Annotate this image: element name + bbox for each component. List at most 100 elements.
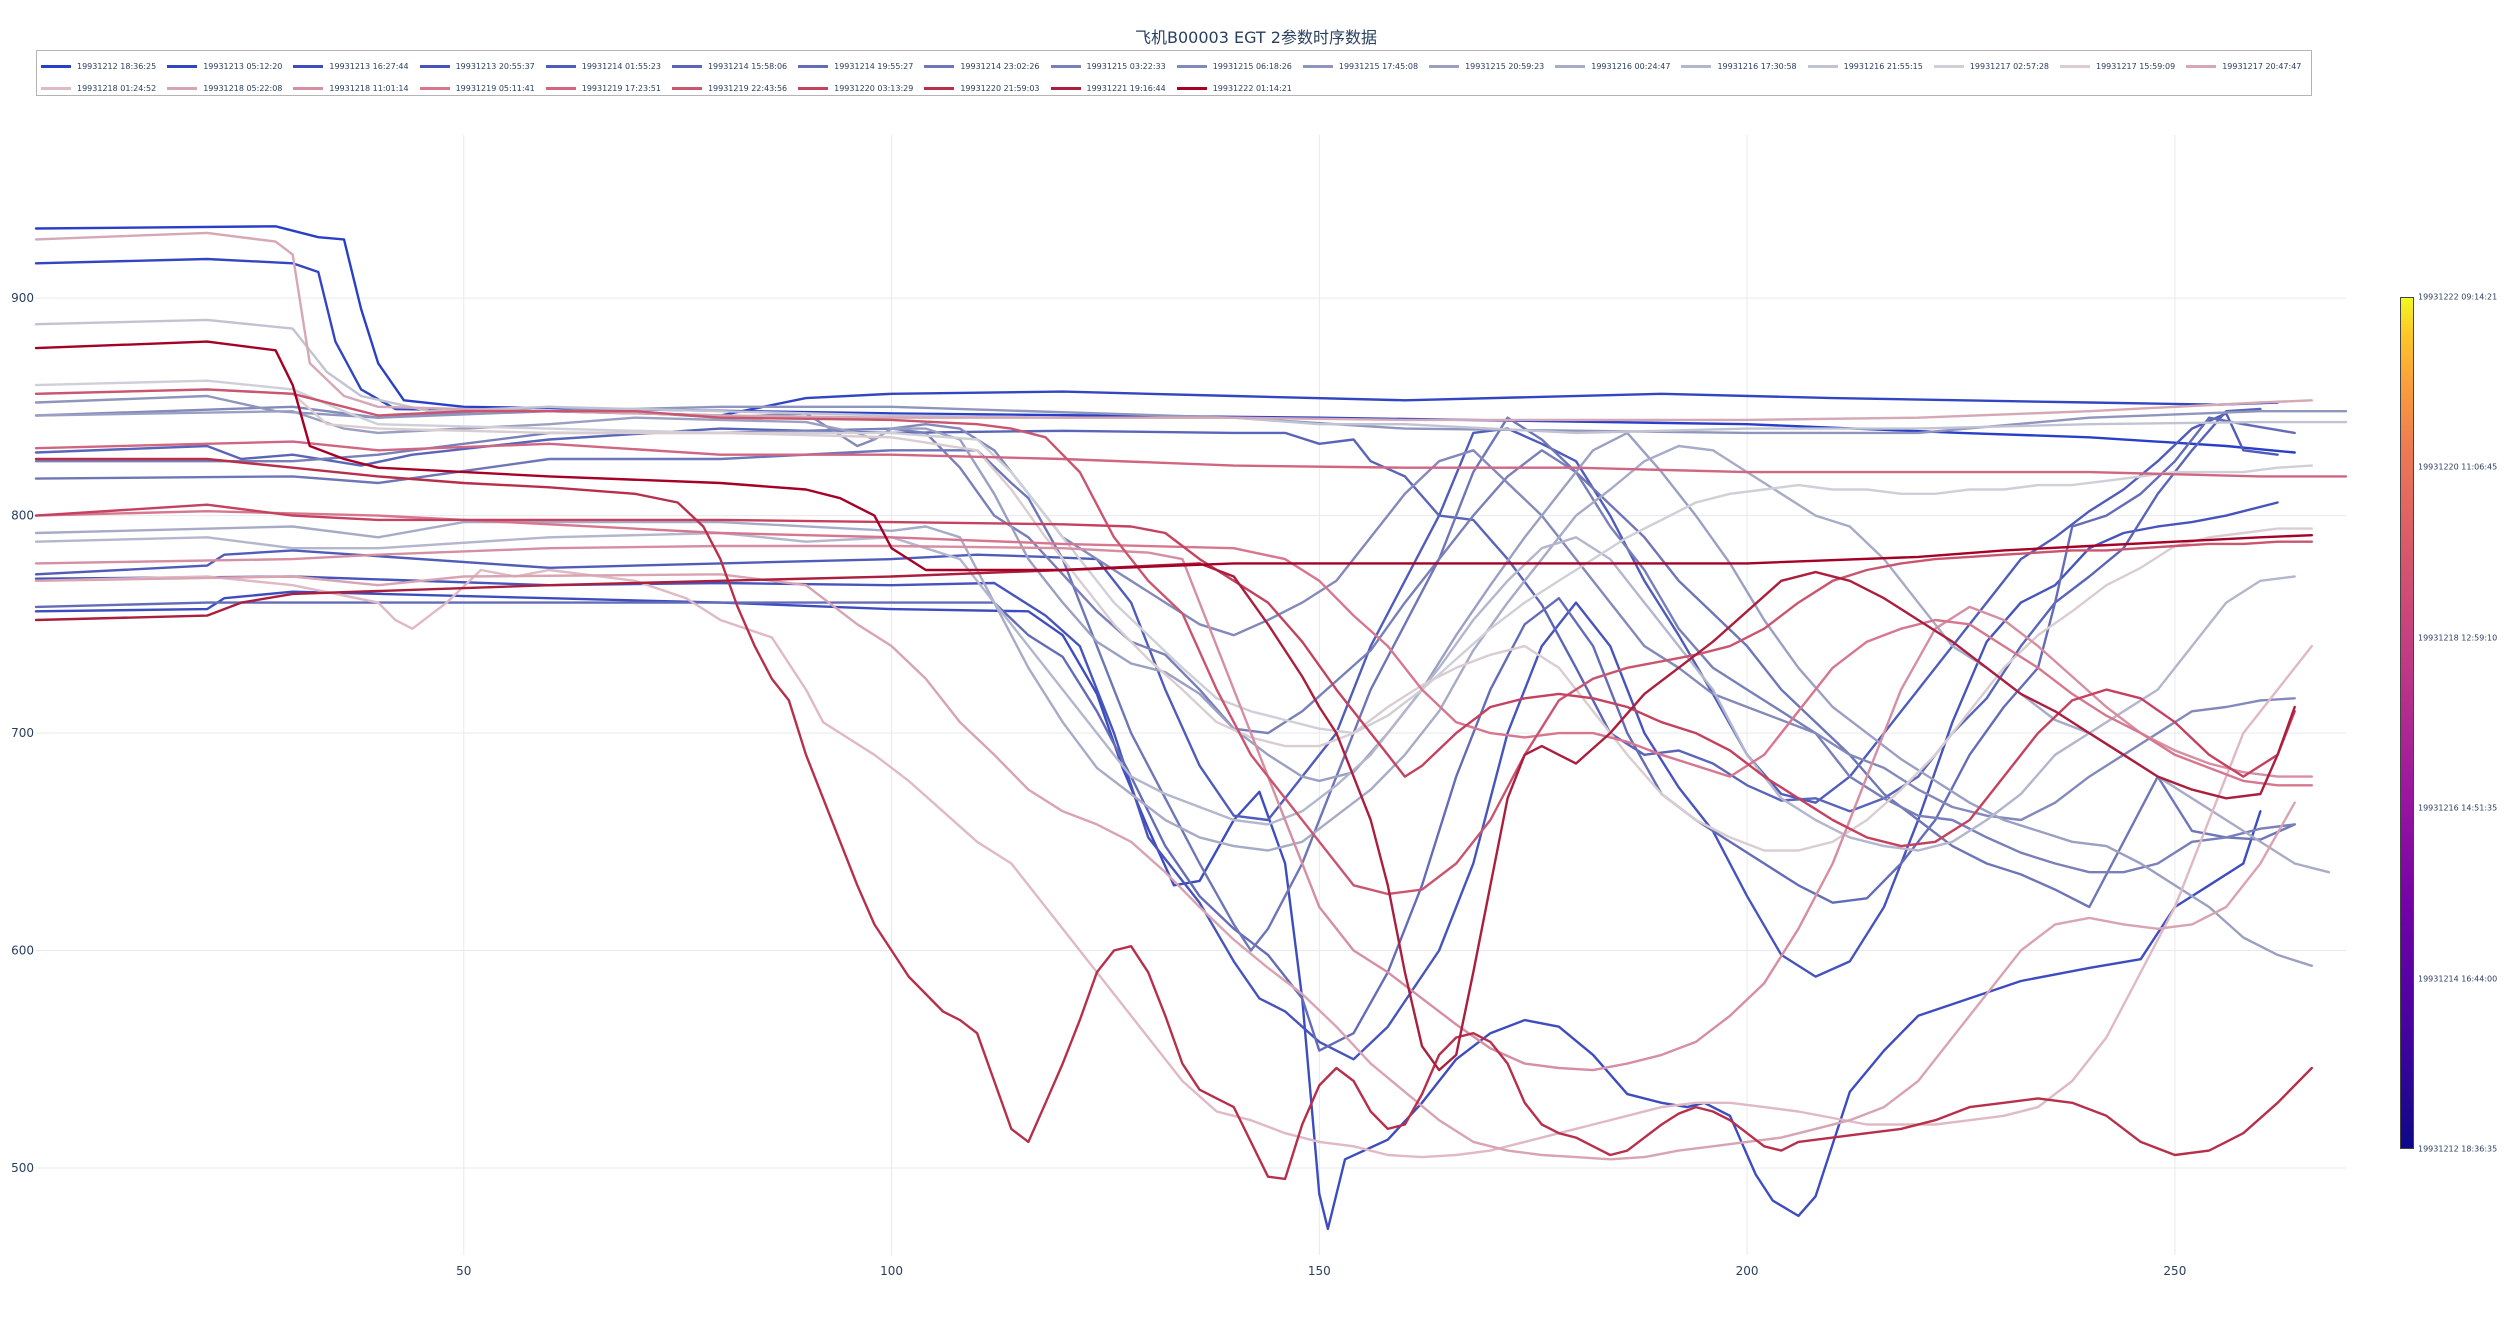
legend-swatch [1933, 64, 1964, 68]
legend-item[interactable]: 19931219 17:23:51 [545, 81, 672, 95]
legend-label: 19931215 03:22:33 [1086, 61, 1166, 71]
legend-item[interactable]: 19931216 17:30:58 [1681, 59, 1807, 73]
x-tick-label: 150 [1308, 1264, 1331, 1278]
x-tick-label: 50 [456, 1264, 471, 1278]
series-line-18 [34, 568, 2313, 1159]
legend-swatch [798, 64, 829, 68]
legend-label: 19931214 15:58:06 [707, 61, 788, 71]
legend-item[interactable]: 19931212 18:36:25 [41, 59, 167, 73]
legend-label: 19931214 01:55:23 [581, 61, 661, 71]
legend-item[interactable]: 19931220 21:59:03 [924, 81, 1050, 95]
legend-item[interactable]: 19931219 22:43:56 [671, 81, 798, 95]
x-tick-label: 100 [880, 1264, 903, 1278]
legend-label: 19931216 21:55:15 [1843, 61, 1923, 71]
legend-label: 19931217 15:59:09 [2096, 61, 2176, 71]
legend-item[interactable]: 19931213 05:12:20 [167, 59, 293, 73]
series-line-20 [34, 544, 2313, 1072]
legend-item[interactable]: 19931219 05:11:41 [419, 81, 546, 95]
series-line-8 [34, 427, 2296, 874]
colorbar-tick-label: 19931214 16:44:00 [2418, 974, 2498, 984]
legend-label: 19931218 11:01:14 [329, 83, 409, 93]
series-line-17 [34, 231, 2313, 422]
legend-item[interactable]: 19931215 17:45:08 [1302, 59, 1429, 73]
series-lines [34, 225, 2348, 1231]
series-line-6 [34, 416, 2296, 1052]
legend-item[interactable]: 19931216 21:55:15 [1807, 59, 1934, 73]
series-line-13 [34, 531, 2296, 852]
legend-item[interactable]: 19931215 20:59:23 [1429, 59, 1555, 73]
series-line-0 [34, 225, 2296, 454]
legend-label: 19931215 20:59:23 [1465, 61, 1545, 71]
legend-label: 19931217 02:57:28 [1969, 61, 2050, 71]
series-line-9 [34, 405, 2296, 822]
legend-item[interactable]: 19931217 15:59:09 [2060, 59, 2186, 73]
legend-item[interactable]: 19931214 01:55:23 [545, 59, 672, 73]
colorbar-tick-label: 19931218 12:59:10 [2418, 633, 2498, 643]
series-line-26 [34, 562, 2296, 1072]
y-tick-label: 600 [11, 944, 34, 958]
legend-label: 19931220 03:13:29 [834, 83, 914, 93]
legend-item[interactable]: 19931214 23:02:26 [924, 59, 1050, 73]
legend-item[interactable]: 19931213 20:55:37 [419, 59, 546, 73]
y-tick-label: 700 [11, 726, 34, 740]
legend-item[interactable]: 19931215 06:18:26 [1176, 59, 1303, 73]
legend-label: 19931218 01:24:52 [77, 83, 157, 93]
legend-swatch [2186, 64, 2217, 68]
legend-item[interactable]: 19931217 20:47:47 [2186, 59, 2312, 73]
legend-swatch [798, 86, 829, 90]
series-line-22 [34, 440, 2348, 478]
legend-item[interactable]: 19931218 05:22:08 [167, 81, 293, 95]
legend-item[interactable]: 19931215 03:22:33 [1050, 59, 1177, 73]
legend-swatch [1176, 86, 1207, 90]
legend-swatch [1429, 64, 1460, 68]
legend-label: 19931215 06:18:26 [1212, 61, 1292, 71]
series-line-27 [34, 340, 2313, 572]
legend-label: 19931212 18:36:25 [77, 61, 157, 71]
legend-item[interactable]: 19931218 11:01:14 [293, 81, 419, 95]
legend-item[interactable]: 19931214 15:58:06 [671, 59, 798, 73]
x-tick-label: 200 [1736, 1264, 1759, 1278]
legend-swatch [1555, 64, 1586, 68]
legend-item[interactable]: 19931217 02:57:28 [1933, 59, 2060, 73]
legend-swatch [2060, 64, 2090, 68]
legend-swatch [167, 86, 198, 90]
axis-tick-labels: 50 100 150 200 250 500 600 700 800 900 [11, 291, 2186, 1278]
legend-swatch [1681, 64, 1712, 68]
y-tick-label: 800 [11, 509, 34, 523]
legend-label: 19931213 20:55:37 [455, 61, 535, 71]
colorbar-tick-label: 19931216 14:51:35 [2418, 803, 2498, 813]
legend-item[interactable]: 19931213 16:27:44 [293, 59, 419, 73]
series-line-7 [34, 416, 2296, 952]
legend-swatch [545, 64, 576, 68]
legend-item[interactable]: 19931214 19:55:27 [798, 59, 924, 73]
legend-item[interactable]: 19931218 01:24:52 [41, 81, 167, 95]
legend-label: 19931215 17:45:08 [1338, 61, 1419, 71]
legend-swatch [41, 86, 71, 90]
colorbar-tick-label: 19931212 18:36:35 [2418, 1144, 2498, 1154]
legend-swatch [671, 64, 702, 68]
legend-swatch [1176, 64, 1207, 68]
colorbar-tick-label: 19931220 11:06:45 [2418, 462, 2498, 472]
legend-label: 19931219 22:43:56 [707, 83, 788, 93]
legend-swatch [293, 86, 324, 90]
series-line-5 [34, 407, 2262, 813]
legend-label: 19931220 21:59:03 [960, 83, 1040, 93]
legend-label: 19931216 17:30:58 [1717, 61, 1797, 71]
legend-item[interactable]: 19931220 03:13:29 [798, 81, 924, 95]
gridlines [36, 135, 2346, 1255]
series-line-15 [34, 379, 2313, 735]
series-line-1 [34, 257, 2279, 417]
legend-swatch [419, 86, 450, 90]
legend-item[interactable]: 19931222 01:14:21 [1176, 81, 1303, 95]
legend-swatch [545, 86, 576, 90]
legend-label: 19931221 19:16:44 [1086, 83, 1166, 93]
legend-label: 19931219 05:11:41 [455, 83, 535, 93]
legend-item[interactable]: 19931216 00:24:47 [1555, 59, 1681, 73]
legend-item[interactable]: 19931221 19:16:44 [1050, 81, 1177, 95]
legend-label: 19931213 05:12:20 [203, 61, 283, 71]
legend-swatch [1302, 64, 1333, 68]
legend-swatch [419, 64, 450, 68]
legend-swatch [924, 86, 955, 90]
legend-swatch [924, 64, 955, 68]
